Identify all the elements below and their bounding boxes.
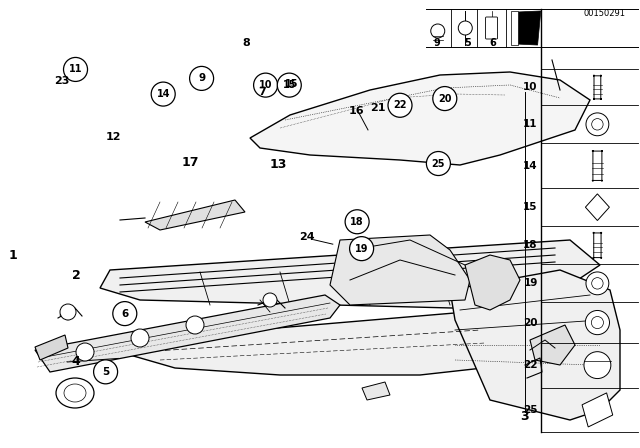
Circle shape — [591, 316, 604, 329]
Circle shape — [431, 24, 445, 38]
Text: 13: 13 — [269, 158, 287, 172]
Text: 17: 17 — [182, 155, 200, 169]
Text: 16: 16 — [349, 106, 364, 116]
Text: 22: 22 — [393, 100, 407, 110]
Circle shape — [189, 66, 214, 90]
FancyBboxPatch shape — [593, 75, 602, 100]
Text: 1: 1 — [8, 249, 17, 262]
Text: 19: 19 — [355, 244, 369, 254]
Polygon shape — [586, 194, 609, 220]
Text: 19: 19 — [524, 278, 538, 289]
Polygon shape — [330, 235, 470, 305]
Polygon shape — [250, 72, 590, 165]
Text: 22: 22 — [524, 360, 538, 370]
Circle shape — [131, 329, 149, 347]
Circle shape — [60, 304, 76, 320]
Circle shape — [458, 21, 472, 35]
Text: 6: 6 — [121, 309, 129, 319]
Text: 14: 14 — [523, 161, 538, 171]
FancyBboxPatch shape — [593, 232, 602, 258]
Ellipse shape — [56, 378, 94, 408]
Polygon shape — [465, 255, 520, 310]
Text: 12: 12 — [106, 132, 122, 142]
Text: 11: 11 — [68, 65, 83, 74]
Text: 25: 25 — [524, 405, 538, 415]
Text: 23: 23 — [54, 76, 70, 86]
Text: 5: 5 — [464, 39, 470, 48]
Circle shape — [151, 82, 175, 106]
Circle shape — [186, 316, 204, 334]
Circle shape — [63, 57, 88, 82]
Polygon shape — [582, 393, 612, 427]
Text: 00150291: 00150291 — [584, 9, 626, 18]
Circle shape — [253, 73, 278, 97]
Circle shape — [586, 272, 609, 295]
Text: 2: 2 — [72, 269, 81, 282]
Circle shape — [93, 360, 118, 384]
Polygon shape — [362, 382, 390, 400]
Text: 4: 4 — [71, 355, 80, 369]
Circle shape — [76, 343, 94, 361]
Text: 8: 8 — [243, 38, 250, 47]
Circle shape — [586, 113, 609, 136]
Text: 10: 10 — [524, 82, 538, 92]
Text: 9: 9 — [198, 73, 205, 83]
Text: 15: 15 — [282, 80, 296, 90]
Polygon shape — [130, 310, 530, 375]
Text: 3: 3 — [520, 410, 529, 423]
Circle shape — [586, 310, 609, 335]
Circle shape — [345, 210, 369, 234]
Text: 6: 6 — [490, 39, 496, 48]
FancyBboxPatch shape — [592, 150, 603, 181]
Circle shape — [433, 86, 457, 111]
Circle shape — [584, 352, 611, 379]
Text: 18: 18 — [524, 240, 538, 250]
Polygon shape — [517, 11, 541, 45]
Text: 20: 20 — [524, 318, 538, 327]
Text: 21: 21 — [370, 103, 385, 112]
Text: 15: 15 — [284, 79, 298, 89]
FancyBboxPatch shape — [486, 17, 497, 39]
Polygon shape — [530, 325, 575, 365]
Text: 24: 24 — [300, 233, 315, 242]
Ellipse shape — [64, 384, 86, 402]
Polygon shape — [450, 270, 620, 420]
Text: 25: 25 — [431, 159, 445, 168]
Circle shape — [592, 278, 603, 289]
Text: 14: 14 — [156, 89, 170, 99]
Bar — [511, 11, 518, 45]
Circle shape — [426, 151, 451, 176]
Polygon shape — [35, 335, 68, 360]
Polygon shape — [35, 295, 340, 372]
Circle shape — [263, 293, 277, 307]
Text: 7: 7 — [259, 87, 266, 97]
Circle shape — [277, 73, 301, 97]
Circle shape — [349, 237, 374, 261]
Polygon shape — [100, 240, 600, 310]
Text: 9: 9 — [434, 39, 440, 48]
Polygon shape — [145, 200, 245, 230]
Text: 15: 15 — [524, 202, 538, 212]
Text: 11: 11 — [524, 119, 538, 129]
Circle shape — [388, 93, 412, 117]
Text: 20: 20 — [438, 94, 452, 103]
Text: 5: 5 — [102, 367, 109, 377]
Circle shape — [592, 119, 603, 130]
Text: 10: 10 — [259, 80, 273, 90]
Circle shape — [113, 302, 137, 326]
Text: 18: 18 — [350, 217, 364, 227]
